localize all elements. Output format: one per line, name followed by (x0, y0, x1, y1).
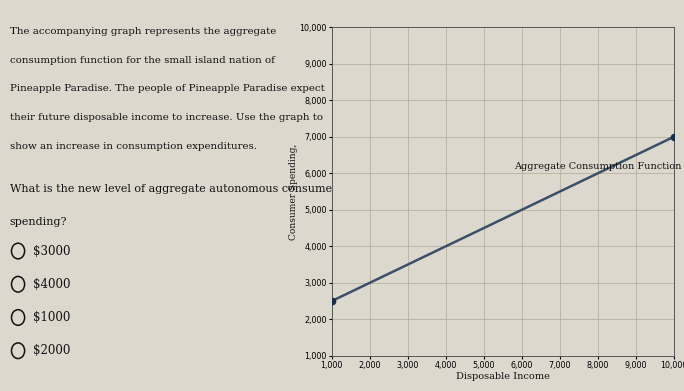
Text: spending?: spending? (10, 217, 67, 227)
Text: their future disposable income to increase. Use the graph to: their future disposable income to increa… (10, 113, 323, 122)
Text: The accompanying graph represents the aggregate: The accompanying graph represents the ag… (10, 27, 276, 36)
Text: $4000: $4000 (33, 278, 70, 291)
Text: Aggregate Consumption Function: Aggregate Consumption Function (514, 161, 681, 170)
Text: show an increase in consumption expenditures.: show an increase in consumption expendit… (10, 142, 257, 151)
Text: Pineapple Paradise. The people of Pineapple Paradise expect: Pineapple Paradise. The people of Pineap… (10, 84, 325, 93)
Text: $1000: $1000 (33, 311, 70, 324)
X-axis label: Disposable Income: Disposable Income (456, 373, 550, 382)
Y-axis label: Consumer Spending,: Consumer Spending, (289, 143, 298, 240)
Text: What is the new level of aggregate autonomous consumer: What is the new level of aggregate auton… (10, 184, 337, 194)
Text: consumption function for the small island nation of: consumption function for the small islan… (10, 56, 275, 65)
Text: $3000: $3000 (33, 244, 70, 258)
Text: $2000: $2000 (33, 344, 70, 357)
